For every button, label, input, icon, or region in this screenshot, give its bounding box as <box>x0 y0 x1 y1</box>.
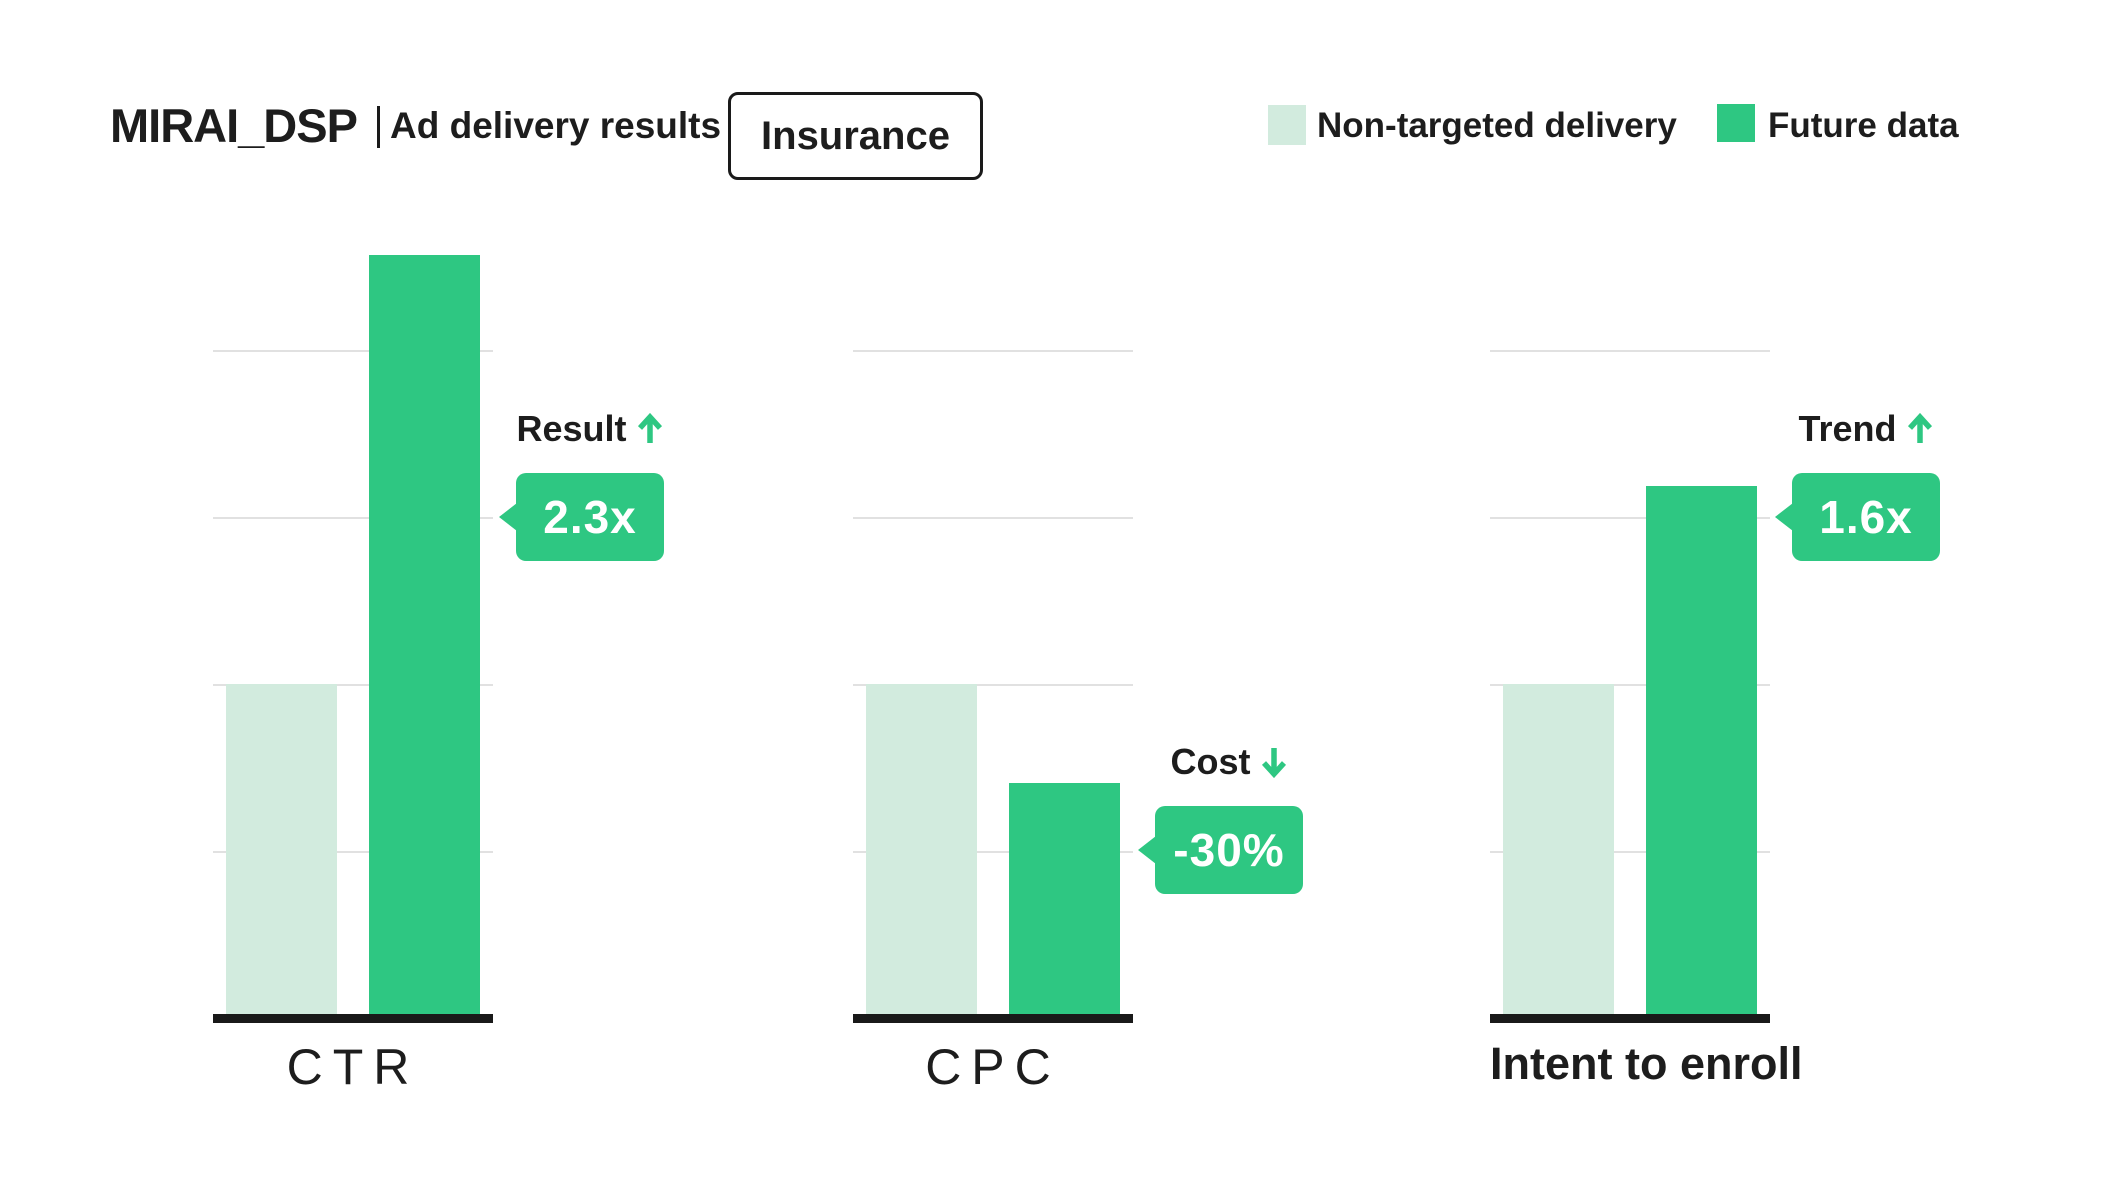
x-axis-baseline <box>853 1014 1133 1023</box>
chart-group-intent: Intent to enroll <box>1490 230 1803 1110</box>
callout-trend: Trend 1.6x <box>1775 408 1940 561</box>
gridline <box>1490 350 1770 352</box>
callout-result: Result 2.3x <box>499 408 664 561</box>
gridline <box>853 517 1133 519</box>
callout-cost-title: Cost <box>1170 741 1251 782</box>
category-label-cpc: CPC <box>925 1039 1061 1095</box>
category-chip-label: Insurance <box>761 113 950 158</box>
value-badge-trend-text: 1.6x <box>1819 491 1913 543</box>
trend-down-icon <box>1261 748 1286 778</box>
chart-group-cpc: CPC <box>853 230 1133 1110</box>
gridline <box>213 684 493 686</box>
report-subtitle: Ad delivery results <box>390 105 722 146</box>
trend-up-icon <box>637 413 662 443</box>
category-label-ctr: CTR <box>286 1039 420 1095</box>
value-badge-trend: 1.6x <box>1775 473 1940 561</box>
callout-result-title: Result <box>516 408 627 449</box>
gridline <box>1490 517 1770 519</box>
category-chip-insurance[interactable]: Insurance <box>728 92 983 180</box>
gridline <box>213 350 493 352</box>
trend-up-icon <box>1907 413 1932 443</box>
gridline <box>853 851 1133 853</box>
gridline <box>853 684 1133 686</box>
gridline <box>1490 684 1770 686</box>
chart-group-ctr: CTR <box>213 230 493 1110</box>
gridline <box>213 851 493 853</box>
category-label-intent: Intent to enroll <box>1490 1038 1803 1089</box>
legend-swatch-future-data <box>1717 104 1755 142</box>
bar-intent-non-targeted <box>1503 684 1614 1014</box>
value-badge-result-text: 2.3x <box>543 491 637 543</box>
bar-cpc-future-data <box>1009 783 1120 1014</box>
legend-label-future-data: Future data <box>1768 106 1959 145</box>
value-badge-result: 2.3x <box>499 473 664 561</box>
bar-ctr-future-data <box>369 255 480 1014</box>
legend-label-non-targeted: Non-targeted delivery <box>1317 106 1677 145</box>
title-separator <box>377 106 380 148</box>
gridline <box>853 350 1133 352</box>
brand-title: MIRAI_DSP <box>110 99 358 152</box>
value-badge-cost-text: -30% <box>1173 824 1285 876</box>
bar-cpc-non-targeted <box>866 684 977 1014</box>
x-axis-baseline <box>213 1014 493 1023</box>
gridline <box>213 517 493 519</box>
x-axis-baseline <box>1490 1014 1770 1023</box>
value-badge-cost: -30% <box>1138 806 1303 894</box>
callout-trend-title: Trend <box>1798 408 1897 449</box>
legend-swatch-non-targeted <box>1268 105 1306 145</box>
gridline <box>1490 851 1770 853</box>
bar-ctr-non-targeted <box>226 684 337 1014</box>
bar-intent-future-data <box>1646 486 1757 1014</box>
callout-cost: Cost -30% <box>1138 741 1303 894</box>
